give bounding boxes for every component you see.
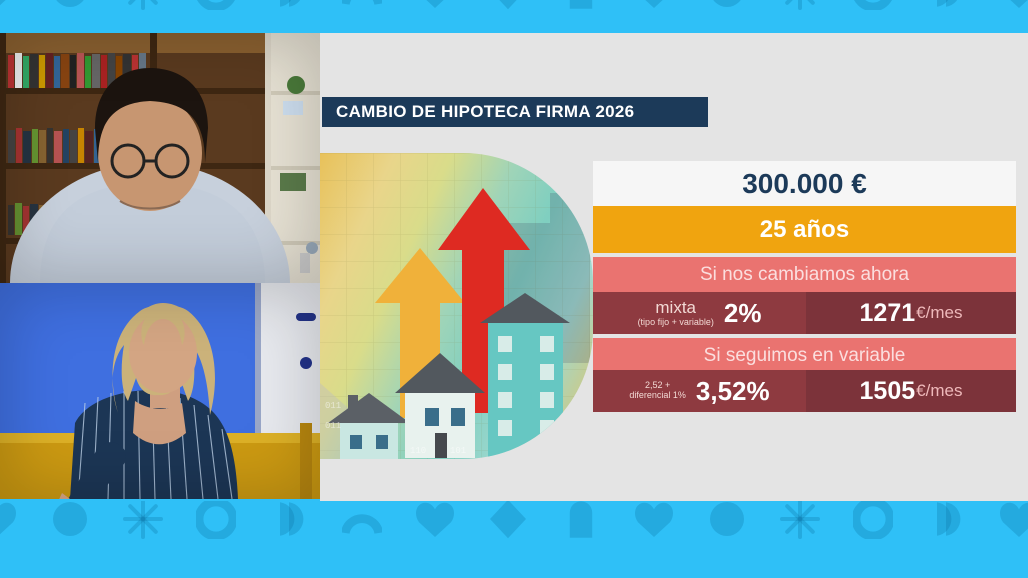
svg-text:110: 110 xyxy=(410,446,426,456)
svg-text:011: 011 xyxy=(325,421,341,431)
svg-text:011: 011 xyxy=(325,401,341,411)
svg-text:101: 101 xyxy=(450,446,466,456)
